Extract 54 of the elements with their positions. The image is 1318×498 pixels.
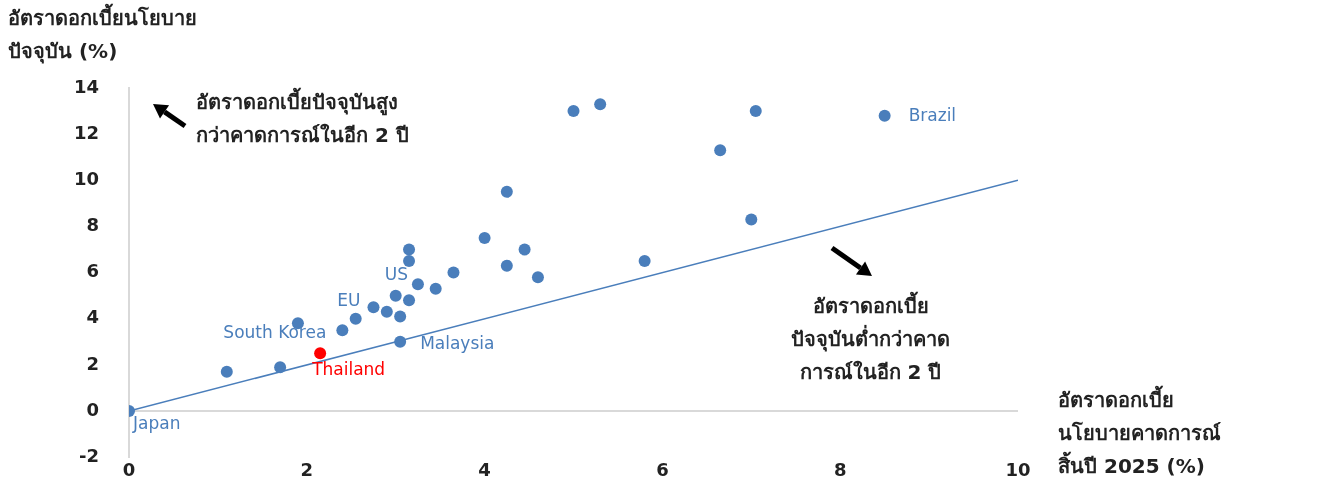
point bbox=[594, 98, 607, 111]
series-label: Malaysia bbox=[420, 333, 495, 354]
series-label: Thailand bbox=[311, 358, 386, 379]
y-tick-label: -2 bbox=[79, 444, 99, 466]
y-tick-label: 6 bbox=[86, 260, 99, 282]
y-tick-label: 4 bbox=[86, 306, 99, 328]
point bbox=[380, 305, 393, 318]
x-tick-label: 2 bbox=[300, 458, 314, 480]
annotation: อัตราดอกเบี้ยปัจจุบันสูงกว่าคาดการณ์ในอีก 2 ปี bbox=[196, 86, 410, 149]
point bbox=[567, 105, 580, 118]
x-tick-label: 4 bbox=[478, 458, 491, 480]
series-label: South Korea bbox=[223, 321, 327, 342]
point bbox=[878, 109, 891, 122]
point bbox=[367, 301, 380, 314]
point bbox=[518, 243, 531, 256]
point bbox=[500, 259, 513, 272]
point bbox=[478, 231, 491, 244]
series-label: Japan bbox=[132, 413, 181, 434]
point bbox=[411, 278, 424, 291]
point bbox=[394, 335, 407, 348]
point bbox=[389, 289, 402, 302]
point bbox=[749, 105, 762, 118]
point bbox=[336, 324, 349, 337]
point bbox=[403, 255, 416, 268]
y-tick-label: 14 bbox=[73, 75, 99, 97]
y-axis-title: อัตราดอกเบี้ยนโยบายปัจจุบัน (%) bbox=[8, 2, 198, 66]
annotation: อัตราดอกเบี้ยปัจจุบันต่ำกว่าคาดการณ์ในอีก 2 ปี bbox=[790, 290, 951, 386]
point bbox=[714, 144, 727, 157]
x-axis-title: อัตราดอกเบี้ยนโยบายคาดการณ์สิ้นปี 2025 (%) bbox=[1058, 384, 1222, 480]
point bbox=[447, 266, 460, 279]
x-tick-label: 8 bbox=[833, 458, 847, 480]
y-tick-label: 8 bbox=[86, 214, 99, 236]
series-label: US bbox=[384, 263, 408, 284]
point bbox=[349, 312, 362, 325]
y-tick-label: 10 bbox=[73, 167, 99, 189]
point bbox=[638, 255, 651, 268]
point bbox=[429, 282, 442, 295]
x-tick-label: 10 bbox=[1005, 458, 1031, 480]
series-label: EU bbox=[337, 289, 361, 310]
point bbox=[745, 213, 758, 226]
y-tick-label: 12 bbox=[73, 121, 99, 143]
y-tick-label: 0 bbox=[86, 398, 99, 420]
point bbox=[314, 347, 327, 360]
point bbox=[403, 294, 416, 307]
point bbox=[500, 185, 513, 198]
point bbox=[531, 271, 544, 284]
series-label: Brazil bbox=[908, 105, 957, 126]
point bbox=[394, 310, 407, 323]
point bbox=[274, 361, 287, 374]
x-tick-label: 6 bbox=[656, 458, 669, 480]
point bbox=[220, 365, 233, 378]
y-tick-label: 2 bbox=[86, 352, 99, 374]
point bbox=[403, 243, 416, 256]
x-tick-label: 0 bbox=[122, 458, 136, 480]
